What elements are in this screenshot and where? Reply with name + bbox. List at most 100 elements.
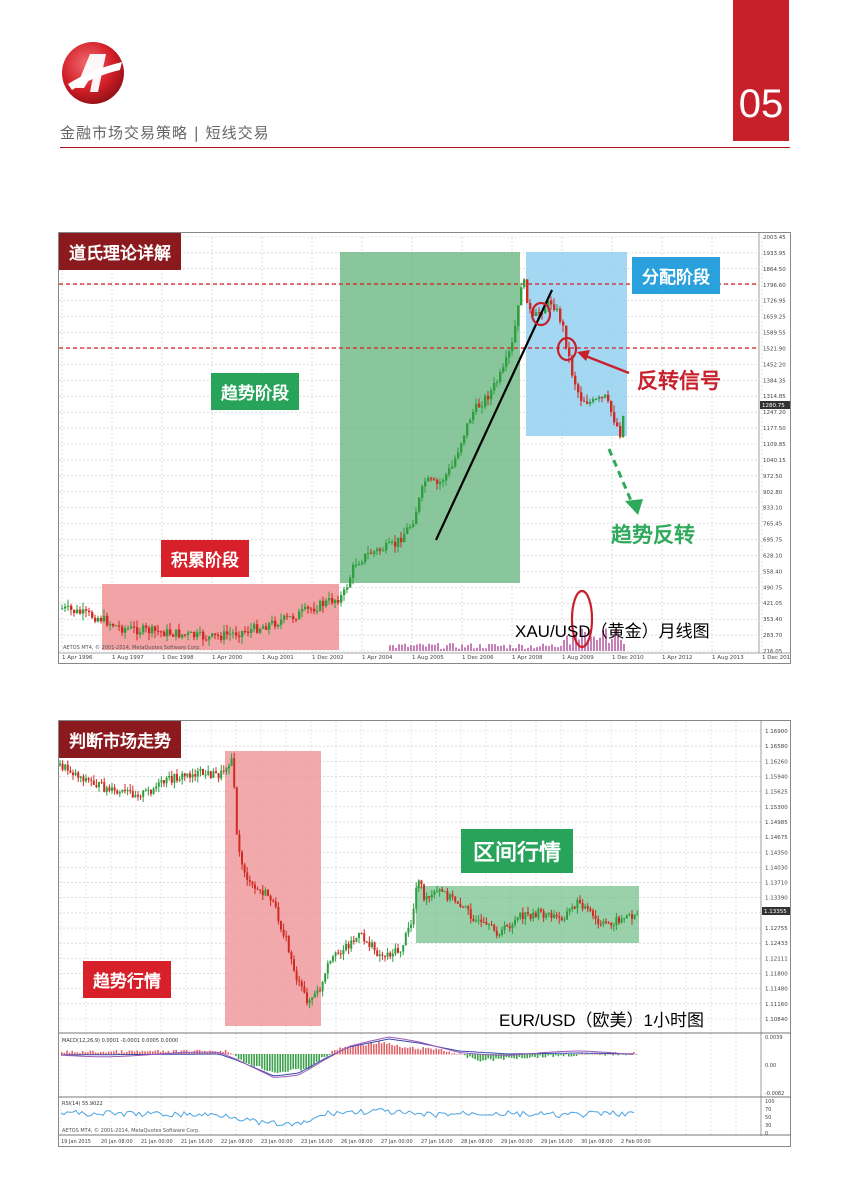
macd-bar [539,1054,541,1056]
x-tick-label: 29 Jan 16:00 [541,1139,573,1145]
x-tick-label: 1 Dec 2006 [462,655,494,661]
candle-body [496,382,499,384]
volume-bar [485,648,487,651]
candle-body [166,629,169,637]
volume-bar [455,647,457,651]
candle-body [566,911,568,920]
candle-body [133,626,136,628]
macd-bar [575,1054,578,1056]
candle-body [478,403,481,408]
macd-bar [157,1049,159,1055]
candle-body [131,790,134,798]
volume-bar [443,648,445,651]
candle-body [308,1000,311,1004]
candle-body [532,912,535,919]
candle-body [384,955,386,957]
macd-bar [308,1054,310,1070]
candle-body [349,577,352,588]
macd-bar [323,1054,326,1057]
volume-bar [440,648,442,651]
candle-body [553,914,555,918]
reversal-arrow [582,353,630,375]
candle-body [400,537,403,543]
candle-body [106,615,109,626]
macd-bar [105,1052,107,1055]
macd-bar [622,1054,625,1055]
candle-body [217,773,220,779]
candle-body [186,773,189,777]
volume-bar [557,647,559,651]
volume-bar [608,642,610,651]
y-tick-label: 1.13710 [765,881,788,887]
candle-body [469,909,472,919]
candle-body [472,918,475,922]
volume-bar [590,636,592,651]
x-tick-label: 1 Aug 2013 [712,655,744,661]
candle-body [157,630,160,632]
candle-body [220,635,223,640]
candle-body [207,771,210,775]
candle-body [246,872,249,880]
volume-bar [620,639,622,651]
macd-bar [315,1054,318,1062]
macd-bar [425,1048,427,1055]
macd-bar [302,1054,305,1069]
macd-bar [211,1051,214,1055]
x-tick-label: 1 Apr 1996 [62,655,93,661]
candle-body [423,884,425,900]
rsi-tick-label: 50 [765,1115,771,1121]
macd-bar [404,1047,406,1055]
macd-bar [92,1050,94,1055]
candle-body [544,308,547,314]
y-tick-label: 1.13390 [765,896,788,902]
macd-bar [367,1043,370,1055]
candle-body [397,948,399,953]
volume-bar [395,647,397,651]
macd-bar [310,1054,313,1068]
chart1-section-tag: 道氏理论详解 [59,233,181,270]
candle-body [202,631,205,640]
candle-body [169,629,172,635]
page-number-badge: 05 [733,0,789,141]
y-tick-label: 1040.15 [763,458,786,464]
candle-body [490,924,493,926]
macd-bar [214,1051,216,1055]
macd-bar [373,1044,375,1055]
candle-body [251,881,254,885]
volume-bar [389,645,391,651]
candle-body [534,912,537,918]
macd-bar [66,1050,68,1055]
macd-bar [74,1052,76,1055]
y-tick-label: 1314.85 [763,394,786,400]
candle-body [59,763,61,765]
macd-bar [451,1053,453,1055]
y-tick-label: 1.11480 [765,987,788,993]
macd-bar [440,1049,443,1055]
macd-bar [406,1047,409,1055]
candle-body [361,562,364,564]
volume-bar [473,648,475,651]
candle-body [69,770,72,773]
macd-bar [464,1054,466,1056]
candle-body [108,787,111,791]
last-price-marker [762,907,790,915]
candle-body [363,933,366,942]
volume-bar [419,643,421,651]
macd-bar [396,1044,398,1055]
candle-body [82,609,85,614]
candle-body [238,834,241,853]
volume-bar [413,645,415,651]
candle-body [612,925,615,927]
candle-body [329,961,332,964]
candle-body [346,587,349,590]
candle-body [418,497,421,512]
macd-bar [388,1042,391,1055]
candle-body [66,764,69,771]
candle-body [605,921,607,923]
candle-body [391,541,394,543]
candle-body [445,474,448,481]
candle-body [446,891,449,900]
macd-bar [625,1054,627,1056]
candle-body [256,888,259,890]
macd-bar [490,1054,492,1060]
